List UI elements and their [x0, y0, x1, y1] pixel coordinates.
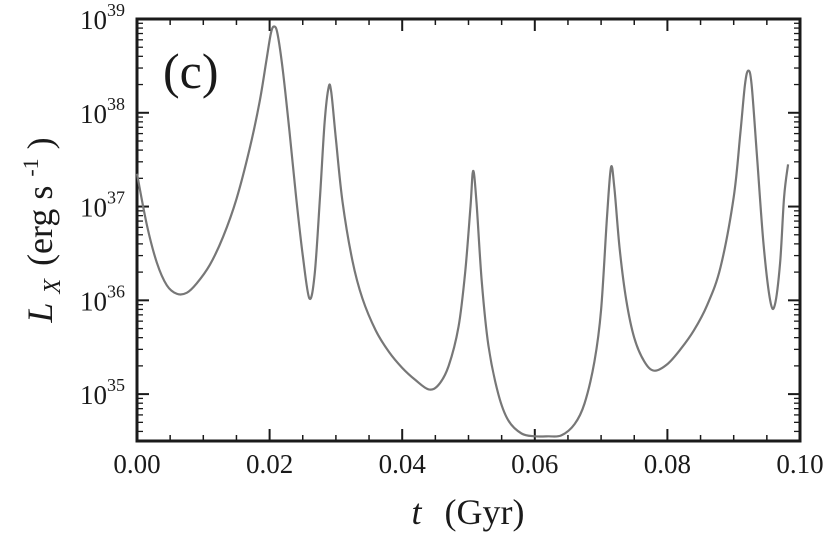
x-tick-label: 0.06 — [511, 449, 558, 479]
y-tick-label: 1039 — [80, 0, 125, 35]
luminosity-curve — [135, 25, 790, 438]
y-axis-unit-sup: -1 — [18, 158, 43, 176]
panel-label: (c) — [163, 43, 219, 99]
x-axis-unit: (Gyr) — [445, 492, 525, 532]
x-tick-label: 0.02 — [246, 449, 293, 479]
y-tick-labels: 1035 1036 1037 1038 1039 — [80, 0, 125, 410]
y-tick-label: 1035 — [80, 375, 125, 410]
y-tick-label: 1038 — [80, 94, 125, 129]
axis-ticks — [136, 18, 801, 441]
x-tick-label: 0.10 — [776, 449, 823, 479]
y-axis-var: L — [20, 303, 60, 324]
y-axis-unit: (erg s — [20, 186, 60, 266]
x-tick-label: 0.08 — [644, 449, 691, 479]
y-axis-title: L X (erg s -1 ) — [6, 137, 68, 323]
x-axis-title: t (Gyr) — [412, 492, 525, 532]
y-tick-label: 1037 — [80, 188, 125, 223]
x-tick-labels: 0.00 0.02 0.04 0.06 0.08 0.10 — [113, 449, 823, 479]
x-axis-var: t — [412, 492, 423, 532]
y-tick-label: 1036 — [80, 281, 125, 316]
y-axis-var-sub: X — [40, 278, 66, 295]
x-tick-label: 0.04 — [379, 449, 427, 479]
x-tick-label: 0.00 — [113, 449, 160, 479]
y-axis-unit-close: ) — [20, 137, 60, 149]
